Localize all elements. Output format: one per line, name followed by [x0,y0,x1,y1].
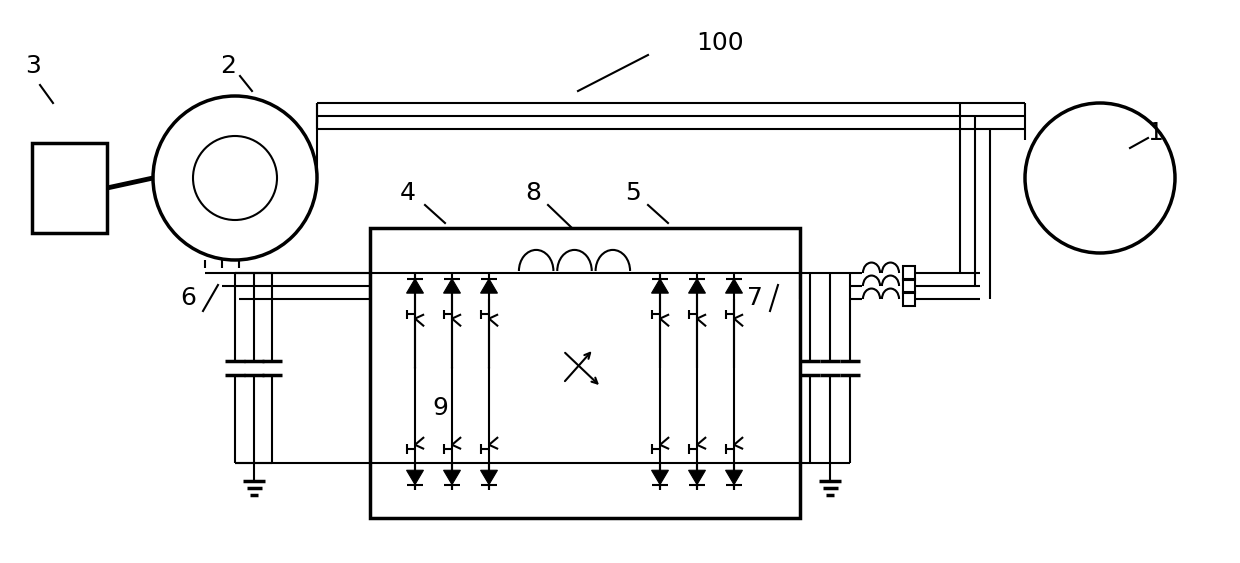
Bar [903,279,915,293]
Bar [903,266,915,280]
Polygon shape [725,279,743,293]
Polygon shape [651,279,668,293]
Bar [370,228,800,518]
Text: 1: 1 [1147,121,1163,145]
Circle shape [193,136,277,220]
Text: 4: 4 [401,181,415,205]
Text: 8: 8 [525,181,541,205]
Bar [903,292,915,306]
Polygon shape [688,470,706,485]
Polygon shape [444,279,460,293]
Text: 6: 6 [180,286,196,310]
Polygon shape [688,279,706,293]
Bar [32,143,107,233]
Polygon shape [407,279,423,293]
Polygon shape [407,470,423,485]
Polygon shape [651,470,668,485]
Text: 100: 100 [696,31,744,55]
Polygon shape [725,470,743,485]
Text: 7: 7 [746,286,763,310]
Text: 5: 5 [625,181,641,205]
Polygon shape [444,470,460,485]
Text: 3: 3 [25,54,41,78]
Polygon shape [481,470,497,485]
Polygon shape [481,279,497,293]
Circle shape [1025,103,1176,253]
Text: 2: 2 [219,54,236,78]
Circle shape [153,96,317,260]
Text: 9: 9 [432,396,448,420]
